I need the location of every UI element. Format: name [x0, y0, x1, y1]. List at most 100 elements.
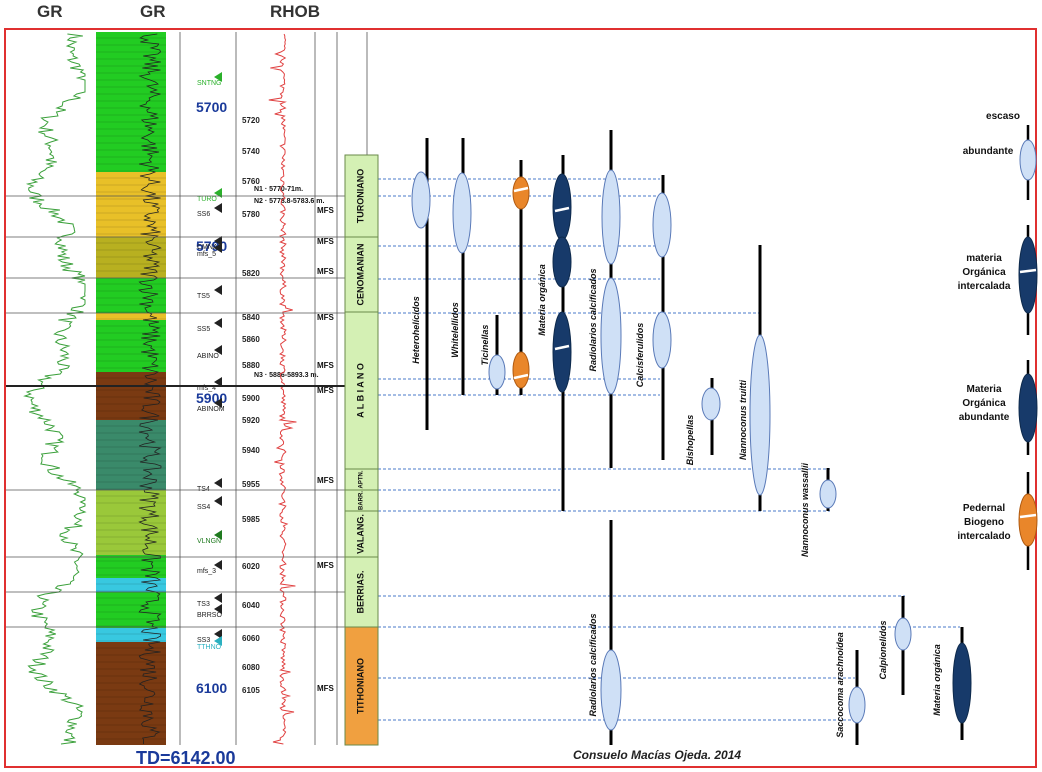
- stage-box: [344, 154, 379, 238]
- lithology-block: [96, 278, 166, 313]
- taxon-label: Materia orgánica: [537, 264, 547, 336]
- lithology-block: [96, 490, 166, 510]
- marker-triangle: [214, 285, 222, 295]
- taxon-label: Heterohelícidos: [411, 296, 421, 364]
- mfs-label: MFS: [317, 476, 335, 485]
- taxon-oval: [601, 169, 621, 265]
- taxon-label: Calpionelidos: [878, 620, 888, 679]
- author-credit: Consuelo Macías Ojeda. 2014: [573, 748, 742, 762]
- marker-triangle: [214, 377, 222, 387]
- lithology-column: [96, 32, 180, 745]
- total-depth-label: TD=6142.00: [136, 748, 236, 768]
- lithology-block: [96, 237, 166, 278]
- taxon-oval: [552, 236, 572, 288]
- legend-om-intercalated-label: materia Orgánica intercalada: [957, 253, 1011, 292]
- marker-label: mfs_3: [197, 568, 216, 575]
- taxon-oval: [600, 649, 622, 731]
- gr-log-curve: [23, 33, 87, 745]
- depth-minor-label: 5780: [242, 210, 260, 219]
- stage-box: [344, 510, 379, 558]
- marker-triangle: [214, 478, 222, 488]
- marker-label: TTHNO: [197, 644, 222, 651]
- stage-label: CENOMANIAN: [355, 244, 365, 306]
- depth-minor-label: 5880: [242, 361, 260, 370]
- marker-triangle: [214, 636, 222, 646]
- taxon-oval: [819, 479, 837, 509]
- depth-minor-label: 6040: [242, 601, 260, 610]
- depth-minor-label: 5955: [242, 480, 260, 489]
- lithology-gr-curve: [138, 33, 162, 744]
- sample-label: N3 · 5886-5893.3 m.: [254, 372, 319, 379]
- marker-triangle: [214, 530, 222, 540]
- marker-triangle: [214, 243, 222, 253]
- taxon-oval: [701, 387, 721, 421]
- taxon-oval: [488, 354, 506, 390]
- lithology-block: [96, 628, 166, 642]
- taxon-label: Saccocoma arachnoidea: [835, 632, 845, 738]
- oval-white-mark: [554, 344, 570, 351]
- oval-white-mark: [513, 186, 529, 193]
- taxon-oval: [952, 642, 972, 724]
- taxon-oval: [894, 617, 912, 651]
- depth-minor-label: 5985: [242, 515, 260, 524]
- stage-label: TURONIANO: [355, 169, 365, 224]
- depth-minor-label: 5760: [242, 177, 260, 186]
- taxon-oval: [512, 351, 530, 389]
- taxon-oval: [749, 334, 771, 496]
- taxon-label: Calcisferulidos: [635, 323, 645, 388]
- marker-label: TS3: [197, 601, 210, 608]
- taxon-oval: [512, 176, 530, 210]
- oval-white-mark: [513, 373, 529, 380]
- taxon-label: Nannoconus truitti: [738, 380, 748, 460]
- taxa-ranges: Heterohelícidos Whitelellidos Ticinellas Ma…: [411, 130, 972, 745]
- marker-label: TS5: [197, 293, 210, 300]
- marker-label: TS4: [197, 486, 210, 493]
- marker-label: SS4: [197, 504, 210, 511]
- sample-label: N1 · 5770-71m.: [254, 186, 303, 193]
- marker-triangle: [214, 345, 222, 355]
- lithology-block: [96, 642, 166, 745]
- depth-minor-label: 5820: [242, 269, 260, 278]
- rhob-log-curve: [268, 33, 297, 745]
- stage-label: VALANG.: [355, 514, 365, 554]
- marker-triangle: [214, 496, 222, 506]
- depth-major-label: 5700: [196, 99, 227, 115]
- marker-triangle: [214, 203, 222, 213]
- lithology-block: [96, 320, 166, 372]
- rhob-log-track: [268, 33, 297, 745]
- gr-log-track: [23, 33, 87, 745]
- legend-om-abundant-oval: [1018, 373, 1038, 443]
- taxon-label: Ticinellas: [480, 325, 490, 366]
- stage-box: [344, 556, 379, 628]
- legend-abundant-label: abundante: [962, 146, 1014, 157]
- depth-major-label: 5900: [196, 390, 227, 406]
- mfs-label: MFS: [317, 267, 335, 276]
- taxon-oval: [600, 277, 622, 395]
- depth-minor-label: 5920: [242, 416, 260, 425]
- marker-triangle: [214, 236, 222, 246]
- marker-triangle: [214, 604, 222, 614]
- depth-minor-label: 6060: [242, 634, 260, 643]
- taxon-oval: [652, 192, 672, 258]
- legend-chert-oval: [1018, 493, 1038, 547]
- depth-minor-label: 5940: [242, 446, 260, 455]
- taxon-label: Nannoconus wassallii: [800, 462, 810, 557]
- mfs-label: MFS: [317, 237, 335, 246]
- mfs-label: MFS: [317, 561, 335, 570]
- marker-label: SS3: [197, 637, 210, 644]
- marker-label: ABINOM: [197, 406, 225, 413]
- depth-minor-label: 5860: [242, 335, 260, 344]
- depth-minor-label: 5720: [242, 116, 260, 125]
- marker-triangle: [214, 593, 222, 603]
- legend-chert-label: Pedernal Biogeno intercalado: [957, 503, 1011, 542]
- stage-label: TITHONIANO: [355, 658, 365, 714]
- lithology-block: [96, 32, 166, 172]
- taxon-label: Materia orgánica: [932, 644, 942, 716]
- marker-triangle: [214, 72, 222, 82]
- stage-box: [344, 626, 379, 746]
- depth-minor-label: 5840: [242, 313, 260, 322]
- depth-minor-label: 6105: [242, 686, 260, 695]
- marker-label: SS5: [197, 326, 210, 333]
